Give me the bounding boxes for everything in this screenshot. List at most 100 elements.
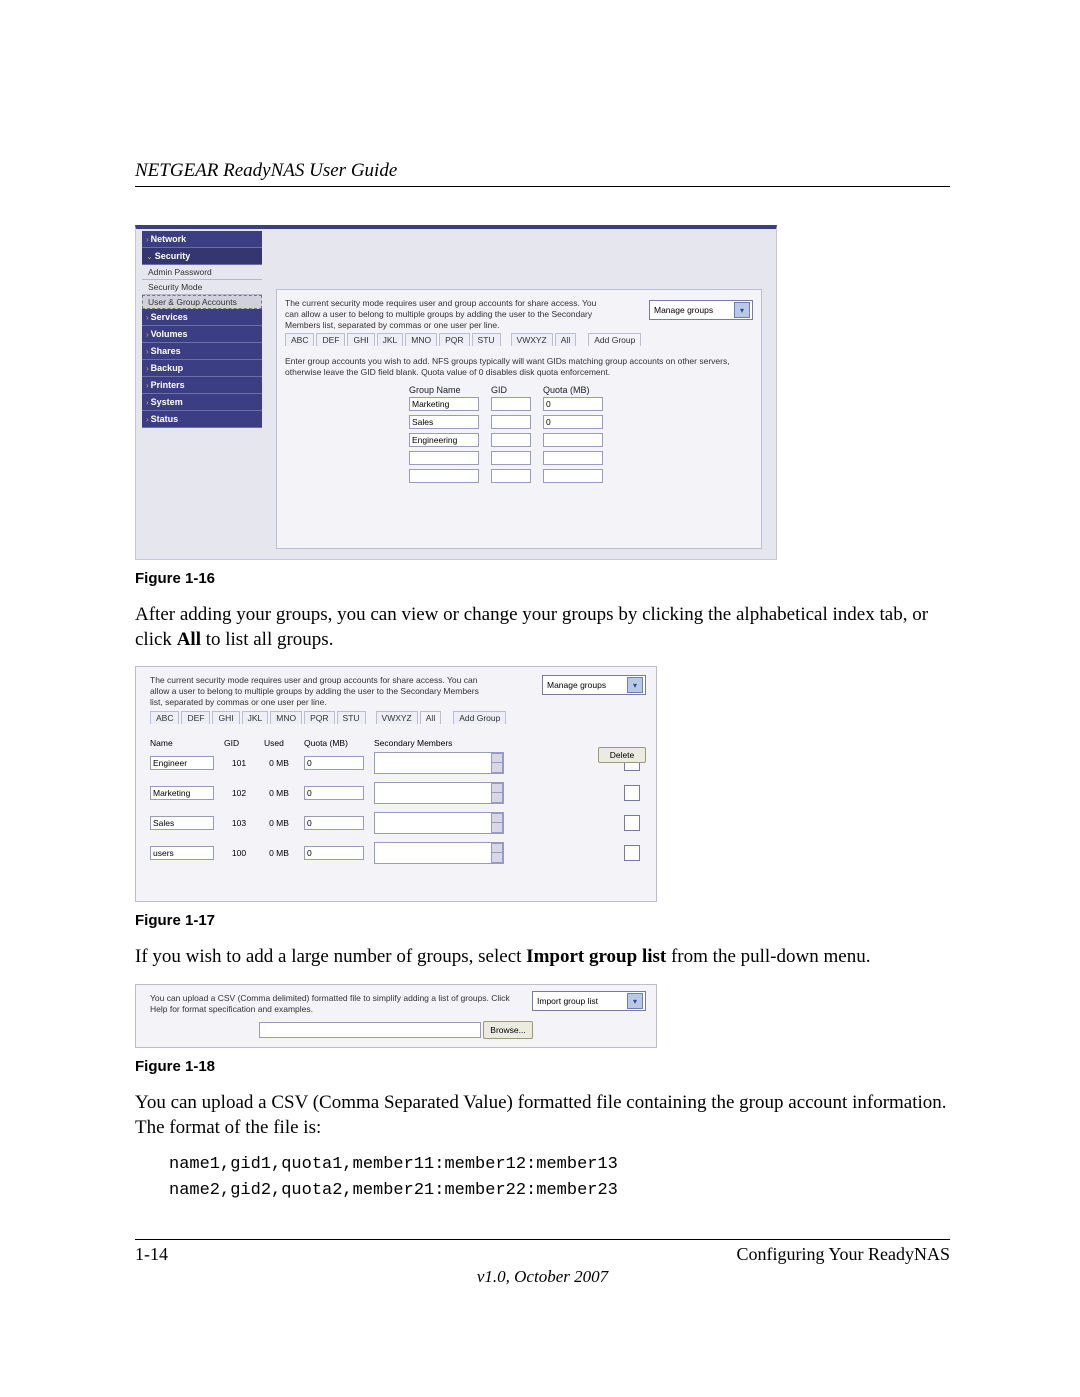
nav-volumes[interactable]: ›Volumes [142,326,262,343]
figure-1-17: The current security mode requires user … [135,666,657,902]
row-checkbox[interactable] [624,845,640,861]
tab-jkl[interactable]: JKL [242,711,269,724]
quota-input[interactable]: 0 [543,415,603,429]
quota-input[interactable] [543,469,603,483]
tab-all[interactable]: All [555,333,576,346]
dropdown-icon: ▾ [627,677,643,693]
figure-1-16: ›Network ⌄Security Admin Password Securi… [135,225,777,560]
dropdown-icon: ▾ [627,993,643,1009]
footer-rule [135,1239,950,1240]
gid-value: 100 [224,848,254,858]
tab-mno[interactable]: MNO [405,333,437,346]
chapter-name: Configuring Your ReadyNAS [736,1244,950,1265]
group-name-input[interactable]: Sales [409,415,479,429]
quota-input[interactable]: 0 [304,846,364,860]
tab-def[interactable]: DEF [181,711,210,724]
col-members: Secondary Members [374,738,504,748]
manage-groups-select[interactable]: Manage groups ▾ [649,300,753,320]
nav-backup[interactable]: ›Backup [142,360,262,377]
tab-abc[interactable]: ABC [150,711,179,724]
code-line: name1,gid1,quota1,member11:member12:memb… [169,1154,950,1175]
chevron-icon: ⌄ [146,252,153,261]
col-name: Name [150,738,214,748]
quota-input[interactable] [543,451,603,465]
members-textarea[interactable] [374,782,504,804]
chevron-icon: › [146,330,149,339]
group-name-input[interactable]: Engineering [409,433,479,447]
used-value: 0 MB [264,758,294,768]
nav-printers[interactable]: ›Printers [142,377,262,394]
group-name-input[interactable]: Marketing [409,397,479,411]
chevron-icon: › [146,347,149,356]
nav-panel: ›Network ⌄Security Admin Password Securi… [142,231,262,428]
col-gid: GID [491,385,531,395]
tab-ghi[interactable]: GHI [212,711,239,724]
members-textarea[interactable] [374,842,504,864]
chevron-icon: › [146,313,149,322]
name-input[interactable]: Sales [150,816,214,830]
name-input[interactable]: users [150,846,214,860]
members-textarea[interactable] [374,752,504,774]
tab-abc[interactable]: ABC [285,333,314,346]
import-group-select[interactable]: Import group list ▾ [532,991,646,1011]
gid-input[interactable] [491,415,531,429]
tab-add-group[interactable]: Add Group [453,711,506,724]
nav-sub-user-group[interactable]: User & Group Accounts [142,295,262,309]
used-value: 0 MB [264,818,294,828]
used-value: 0 MB [264,848,294,858]
tab-all[interactable]: All [420,711,441,724]
quota-input[interactable]: 0 [304,786,364,800]
delete-button[interactable]: Delete [598,747,646,763]
tab-mno[interactable]: MNO [270,711,302,724]
tab-pqr[interactable]: PQR [439,333,469,346]
tab-stu[interactable]: STU [472,333,501,346]
file-path-input[interactable] [259,1022,481,1038]
tab-def[interactable]: DEF [316,333,345,346]
quota-input[interactable]: 0 [304,756,364,770]
tab-ghi[interactable]: GHI [347,333,374,346]
row-checkbox[interactable] [624,785,640,801]
quota-input[interactable] [543,433,603,447]
help-text: The current security mode requires user … [150,675,480,708]
nav-sub-security-mode[interactable]: Security Mode [142,280,262,295]
gid-input[interactable] [491,397,531,411]
chevron-icon: › [146,364,149,373]
used-value: 0 MB [264,788,294,798]
nav-security[interactable]: ⌄Security [142,248,262,265]
col-gid: GID [224,738,254,748]
gid-value: 102 [224,788,254,798]
tab-stu[interactable]: STU [337,711,366,724]
nav-services[interactable]: ›Services [142,309,262,326]
groups-add-panel: The current security mode requires user … [276,289,762,549]
nav-sub-admin-password[interactable]: Admin Password [142,265,262,280]
nav-status[interactable]: ›Status [142,411,262,428]
quota-input[interactable]: 0 [304,816,364,830]
gid-input[interactable] [491,433,531,447]
tab-pqr[interactable]: PQR [304,711,334,724]
file-upload-row: Browse... [136,1021,656,1039]
row-checkbox[interactable] [624,815,640,831]
paragraph: After adding your groups, you can view o… [135,603,950,652]
manage-groups-select[interactable]: Manage groups ▾ [542,675,646,695]
tab-vwxyz[interactable]: VWXYZ [376,711,418,724]
name-input[interactable]: Marketing [150,786,214,800]
name-input[interactable]: Engineer [150,756,214,770]
header-rule [135,186,950,187]
nav-network[interactable]: ›Network [142,231,262,248]
group-name-input[interactable] [409,469,479,483]
tab-vwxyz[interactable]: VWXYZ [511,333,553,346]
browse-button[interactable]: Browse... [483,1021,532,1039]
tab-jkl[interactable]: JKL [377,333,404,346]
tab-add-group[interactable]: Add Group [588,333,641,346]
chevron-icon: › [146,398,149,407]
gid-value: 101 [224,758,254,768]
gid-value: 103 [224,818,254,828]
nav-system[interactable]: ›System [142,394,262,411]
group-name-input[interactable] [409,451,479,465]
chevron-icon: › [146,415,149,424]
gid-input[interactable] [491,469,531,483]
quota-input[interactable]: 0 [543,397,603,411]
gid-input[interactable] [491,451,531,465]
members-textarea[interactable] [374,812,504,834]
nav-shares[interactable]: ›Shares [142,343,262,360]
